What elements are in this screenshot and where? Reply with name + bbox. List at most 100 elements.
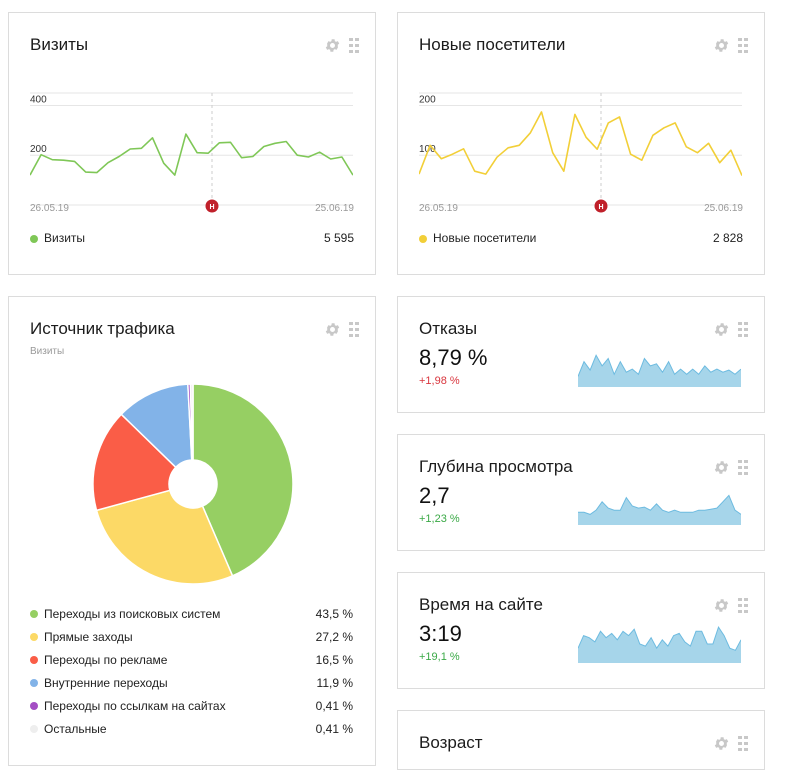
age-card: Возраст [397,710,765,770]
gear-icon[interactable] [713,597,730,614]
age-title: Возраст [419,733,483,752]
source-value: 0,41 % [315,698,353,713]
legend-dot [30,702,38,711]
visits-card: Визиты 200 400 Н 26.05.19 25.06.19 Визиты … [8,12,376,275]
time-card: Время на сайте 3:19 +19,1 % [397,572,765,689]
new-visitors-card: Новые посетители 100 200 Н 26.05.19 25.06.… [397,12,765,275]
pie-slice[interactable] [192,383,294,577]
list-item: Прямые заходы 27,2 % [30,625,353,648]
source-label: Остальные [44,721,107,736]
drag-handle-icon[interactable] [738,38,748,53]
drag-handle-icon[interactable] [738,736,748,751]
time-delta: +19,1 % [419,651,460,663]
new-visitors-legend: Новые посетители 2 828 [419,231,743,245]
list-item: Переходы по ссылкам на сайтах 0,41 % [30,694,353,717]
legend-dot [30,656,38,665]
new-visitors-legend-label: Новые посетители [433,231,537,245]
annotation-marker-label: Н [598,204,603,211]
drag-handle-icon[interactable] [349,322,359,337]
visits-line-chart: 200 400 Н [30,92,353,213]
legend-dot [30,610,38,619]
bounce-sparkline [578,354,741,387]
time-tools [713,597,748,614]
sparkline-area [578,495,741,525]
source-label: Переходы по ссылкам на сайтах [44,698,226,713]
visits-y-tick-label: 400 [30,94,47,105]
visits-legend: Визиты 5 595 [30,231,354,245]
pie-slice[interactable] [92,413,177,512]
source-label: Внутренние переходы [44,675,168,690]
gear-icon[interactable] [713,459,730,476]
age-tools [713,735,748,752]
source-label: Прямые заходы [44,629,133,644]
drag-handle-icon[interactable] [349,38,359,53]
new-visitors-annotation-marker[interactable]: Н [594,199,608,213]
gear-icon[interactable] [713,321,730,338]
traffic-tools [324,321,359,338]
depth-sparkline [578,494,741,525]
drag-handle-icon[interactable] [738,460,748,475]
source-label: Переходы из поисковых систем [44,606,221,621]
new-visitors-title: Новые посетители [419,35,566,54]
source-value: 0,41 % [315,721,353,736]
traffic-source-card: Источник трафика Визиты Переходы из поис… [8,296,376,766]
source-value: 11,9 % [316,675,353,690]
legend-dot [30,679,38,688]
time-title: Время на сайте [419,595,543,614]
gear-icon[interactable] [713,37,730,54]
depth-delta: +1,23 % [419,513,460,525]
visits-tools [324,37,359,54]
new-visitors-tools [713,37,748,54]
gear-icon[interactable] [324,37,341,54]
annotation-marker-label: Н [209,204,214,211]
time-sparkline [578,625,741,663]
bounce-card: Отказы 8,79 % +1,98 % [397,296,765,413]
list-item: Переходы по рекламе 16,5 % [30,648,353,671]
visits-total: 5 595 [323,231,354,245]
source-value: 16,5 % [315,652,353,667]
legend-dot [30,633,38,642]
bounce-tools [713,321,748,338]
time-value: 3:19 [419,621,462,646]
depth-card: Глубина просмотра 2,7 +1,23 % [397,434,765,551]
traffic-title: Источник трафика [30,319,175,338]
sparkline-area [578,355,741,387]
visits-annotation-marker[interactable]: Н [205,199,219,213]
list-item: Переходы из поисковых систем 43,5 % [30,602,353,625]
bounce-delta: +1,98 % [419,375,460,387]
new-visitors-date-start: 26.05.19 [419,203,458,214]
drag-handle-icon[interactable] [738,598,748,613]
source-value: 43,5 % [315,606,353,621]
visits-date-end: 25.06.19 [315,203,354,214]
visits-title: Визиты [30,35,89,54]
depth-tools [713,459,748,476]
traffic-pie-chart [92,383,294,585]
gear-icon[interactable] [713,735,730,752]
traffic-source-list: Переходы из поисковых систем 43,5 % Прямы… [30,602,353,740]
sparkline-area [578,627,741,663]
visits-legend-dot [30,234,38,243]
new-visitors-date-end: 25.06.19 [704,203,743,214]
gear-icon[interactable] [324,321,341,338]
source-value: 27,2 % [315,629,353,644]
annotation-marker-circle [205,199,219,213]
pie-slice[interactable] [189,383,194,461]
depth-value: 2,7 [419,483,450,508]
list-item: Остальные 0,41 % [30,717,353,740]
sparkline-line [578,354,741,377]
new-visitors-legend-dot [419,234,427,243]
bounce-title: Отказы [419,319,478,338]
new-visitors-y-tick-label: 200 [419,94,436,105]
new-visitors-total: 2 828 [712,231,743,245]
pie-slice[interactable] [95,489,234,585]
visits-y-tick-label: 200 [30,144,47,155]
list-item: Внутренние переходы 11,9 % [30,671,353,694]
drag-handle-icon[interactable] [738,322,748,337]
visits-series-line [30,133,353,176]
sparkline-line [578,494,741,515]
sparkline-line [578,625,741,651]
legend-dot [30,725,38,734]
annotation-marker-circle [594,199,608,213]
visits-legend-label: Визиты [44,231,86,245]
